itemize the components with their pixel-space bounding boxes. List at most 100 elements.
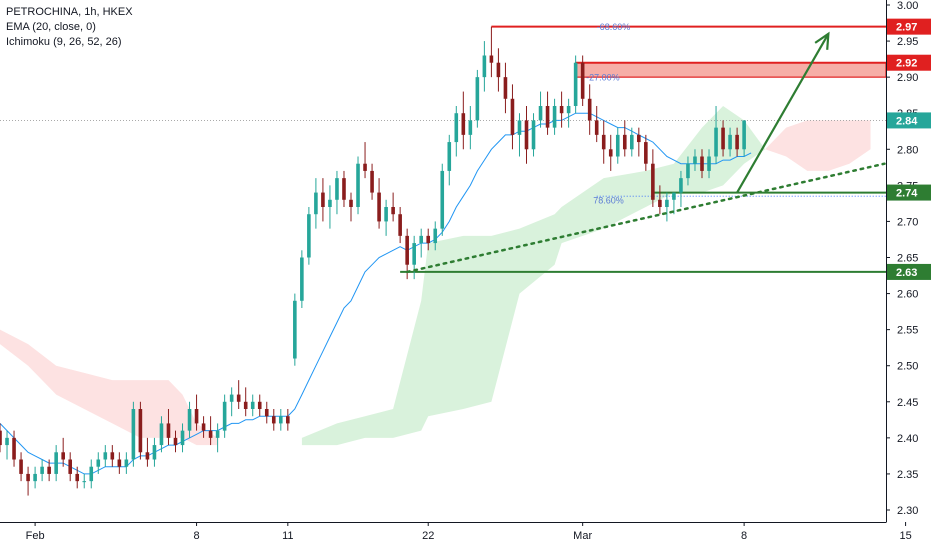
candle-body — [735, 134, 739, 150]
candle-body — [349, 199, 353, 207]
candle-body — [96, 459, 101, 467]
candle — [489, 26, 494, 78]
candle — [587, 84, 592, 135]
candle-body — [264, 409, 269, 417]
candle-body — [187, 409, 192, 431]
candle — [12, 430, 16, 467]
y-tick-label: 2.55 — [897, 325, 918, 337]
candle-body — [124, 459, 129, 467]
chart-legend: PETROCHINA, 1h, HKEX EMA (20, close, 0) … — [6, 5, 133, 50]
candle-body — [26, 473, 30, 482]
candle-body — [552, 106, 557, 128]
candle-body — [145, 452, 150, 460]
cloud-red-area — [765, 120, 871, 171]
candle-body — [328, 199, 332, 207]
candle-body — [651, 163, 655, 200]
candle-body — [215, 430, 220, 438]
candle — [475, 69, 480, 128]
candle — [321, 178, 325, 222]
candle — [658, 185, 662, 215]
forecast-arrow — [736, 33, 830, 194]
candle — [124, 452, 129, 474]
candle — [524, 106, 529, 164]
candle-body — [180, 430, 185, 446]
price-tag-label: 2.63 — [896, 267, 917, 279]
candle — [482, 41, 487, 92]
candle-body — [314, 192, 318, 215]
candle-body — [728, 134, 732, 150]
candle — [152, 437, 157, 467]
candle-body — [173, 437, 178, 446]
y-tick-label: 2.95 — [897, 36, 918, 48]
candle-body — [138, 409, 143, 453]
price-tags: 2.97 2.92 2.84 2.74 2.63 — [887, 18, 931, 280]
candle — [391, 192, 395, 222]
candle — [377, 178, 381, 229]
legend-ema: EMA (20, close, 0) — [6, 21, 96, 33]
candle-body — [482, 55, 487, 78]
cloud-green-area — [301, 106, 766, 446]
candle-body — [300, 257, 304, 301]
candle — [615, 127, 620, 164]
candle — [545, 91, 550, 135]
candle-body — [475, 77, 480, 121]
candle — [363, 142, 367, 179]
x-tick-label: 22 — [422, 530, 434, 542]
price-tag-bg — [887, 112, 931, 129]
candles — [0, 26, 746, 496]
candle-body — [47, 466, 51, 474]
candle — [651, 149, 655, 207]
candle — [503, 62, 508, 114]
candle-body — [566, 106, 571, 114]
candle — [159, 416, 164, 453]
y-tick-label: 2.40 — [897, 433, 918, 445]
fib-label: 78.60% — [593, 195, 624, 205]
price-tag: 2.97 — [887, 18, 931, 35]
candle-body — [40, 466, 44, 474]
candle-body — [489, 55, 494, 63]
candle-body — [426, 235, 431, 244]
candle-body — [700, 156, 704, 171]
candle-body — [608, 149, 613, 157]
candle — [356, 156, 360, 215]
candle — [461, 91, 466, 150]
candle — [61, 437, 65, 467]
candle-body — [693, 156, 697, 164]
candle-body — [580, 62, 585, 99]
candle — [370, 163, 374, 200]
candle — [510, 84, 515, 150]
candle — [300, 250, 304, 308]
candle — [19, 452, 23, 482]
candle-body — [222, 401, 227, 431]
candle-body — [644, 142, 648, 164]
candle-body — [82, 481, 87, 483]
candle-body — [5, 437, 9, 446]
candle-body — [321, 192, 325, 207]
candle-body — [335, 178, 339, 200]
candle — [342, 170, 346, 207]
candle — [538, 91, 543, 128]
candle-body — [166, 423, 171, 438]
price-tag: 2.84 — [887, 112, 931, 129]
candle-body — [630, 134, 634, 150]
price-tag: 2.92 — [887, 54, 931, 71]
candle — [103, 445, 108, 467]
candle-body — [440, 170, 445, 229]
price-tag: 2.63 — [887, 263, 931, 280]
fib-label: -27.00% — [586, 73, 620, 83]
candle-body — [433, 228, 438, 244]
candle-body — [517, 120, 522, 135]
y-tick-label: 2.65 — [897, 253, 918, 265]
candle — [384, 199, 388, 236]
candle-body — [54, 452, 58, 474]
candle — [328, 185, 332, 229]
candle — [307, 207, 311, 265]
arrow-head — [814, 31, 830, 50]
y-tick-label: 2.50 — [897, 361, 918, 373]
y-tick-label: 2.35 — [897, 469, 918, 481]
candle — [622, 120, 627, 157]
candle-body — [271, 416, 276, 424]
candle-body — [103, 452, 108, 460]
candle — [559, 91, 564, 128]
